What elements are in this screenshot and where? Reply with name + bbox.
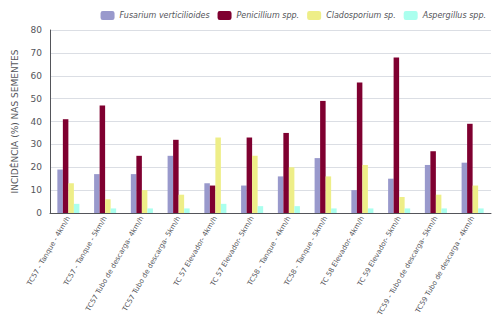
svg-text:60: 60 <box>31 71 43 81</box>
svg-text:TC 57 Elevador- 4km/h: TC 57 Elevador- 4km/h <box>172 215 219 288</box>
svg-text:TC 57 Elevador- 5km/h: TC 57 Elevador- 5km/h <box>209 215 256 288</box>
svg-text:TC 58 Elevador- 4km/h: TC 58 Elevador- 4km/h <box>319 215 366 288</box>
svg-text:20: 20 <box>31 162 43 172</box>
svg-text:TC57 Tubo de descarga- 4km/h: TC57 Tubo de descarga- 4km/h <box>84 215 145 314</box>
svg-text:TC57 - Tanque - 5km/h: TC57 - Tanque - 5km/h <box>62 215 109 288</box>
svg-text:TC57 Tubo de descarga- 5km/h: TC57 Tubo de descarga- 5km/h <box>121 215 182 314</box>
svg-text:TC58 - Tanque - 5km/h: TC58 - Tanque - 5km/h <box>282 215 330 288</box>
svg-text:10: 10 <box>31 185 43 195</box>
svg-text:70: 70 <box>31 48 43 58</box>
svg-text:TC58 - Tanque - 4km/h: TC58 - Tanque - 4km/h <box>246 215 293 288</box>
svg-text:30: 30 <box>31 139 43 149</box>
svg-text:Fusarium verticilioides: Fusarium verticilioides <box>120 11 210 20</box>
svg-text:80: 80 <box>31 25 43 35</box>
svg-text:40: 40 <box>31 117 43 127</box>
svg-text:TC59 - Tubo de descarga- 5km/h: TC59 - Tubo de descarga- 5km/h <box>375 215 439 318</box>
svg-text:TC57 - Tanque - 4km/h: TC57 - Tanque - 4km/h <box>25 215 72 288</box>
svg-text:Aspergillus spp.: Aspergillus spp. <box>422 11 486 20</box>
svg-text:Penicillium spp.: Penicillium spp. <box>237 11 300 20</box>
svg-text:50: 50 <box>31 94 43 104</box>
svg-text:0: 0 <box>36 208 42 218</box>
svg-text:Cladosporium sp.: Cladosporium sp. <box>326 11 396 20</box>
svg-text:TC 59 Elevador- 5km/h: TC 59 Elevador- 5km/h <box>356 215 403 288</box>
svg-text:INCIDÊNCIA (%) NAS SEMENTES: INCIDÊNCIA (%) NAS SEMENTES <box>9 49 20 193</box>
svg-text:TC59 Tubo de descarga - 4km/h: TC59 Tubo de descarga - 4km/h <box>413 215 476 315</box>
